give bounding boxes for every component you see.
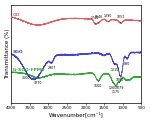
Text: 880: 880 [124,59,130,66]
Text: 1175: 1175 [112,86,120,94]
Text: 1660: 1660 [94,81,102,88]
Y-axis label: Transmittance (%): Transmittance (%) [5,29,10,79]
Text: 2907: 2907 [48,62,56,70]
Text: 1390: 1390 [104,14,112,22]
Text: 1080: 1080 [116,75,124,82]
Text: 1740: 1740 [91,16,99,24]
Text: 1051: 1051 [117,15,125,23]
Text: 3600: 3600 [22,72,30,80]
Text: 3270: 3270 [34,77,43,85]
Text: GO: GO [13,13,20,17]
Text: 1215: 1215 [111,64,119,72]
Text: SGO: SGO [13,50,23,54]
X-axis label: Wavenumber[cm⁻¹]: Wavenumber[cm⁻¹] [49,112,104,117]
Text: 1079: 1079 [116,82,124,90]
Text: 1260: 1260 [109,82,117,90]
Text: 1646: 1646 [94,15,103,23]
Text: Li-SGO-FPMS: Li-SGO-FPMS [13,67,45,71]
